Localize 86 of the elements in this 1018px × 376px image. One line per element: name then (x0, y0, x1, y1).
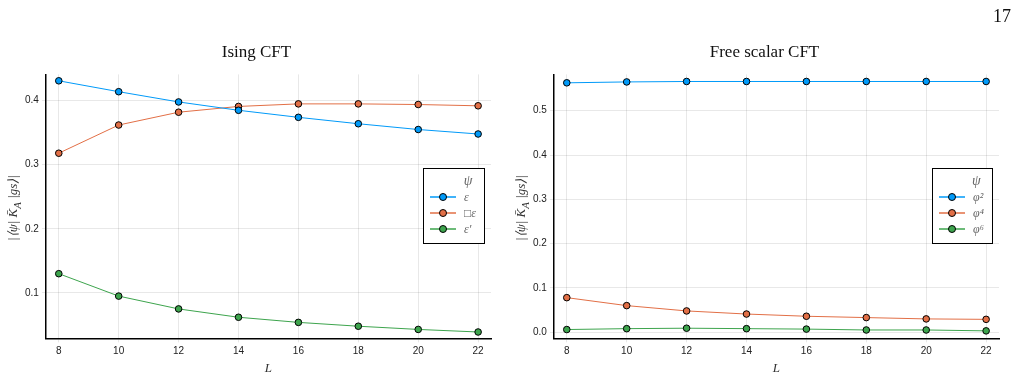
point (742, 310, 751, 318)
point (742, 77, 751, 86)
point (474, 102, 482, 110)
point (294, 113, 303, 122)
point (982, 315, 990, 324)
point (982, 77, 990, 86)
point (862, 313, 871, 322)
point (622, 324, 631, 333)
point (414, 125, 423, 134)
legend-label: φ⁴ (973, 205, 984, 221)
x-tick-label: 12 (173, 345, 185, 357)
point (862, 77, 871, 86)
point (474, 328, 482, 336)
point (54, 77, 63, 85)
y-tick-label: 0.4 (25, 94, 40, 106)
x-tick-label: 10 (621, 345, 633, 357)
x-axis-title: L (771, 359, 781, 375)
point (922, 77, 931, 86)
point (114, 87, 123, 96)
text: 17 (993, 6, 1011, 27)
x-axis-title: L (263, 359, 273, 375)
point (682, 324, 691, 333)
y-tick-label: 0.5 (533, 104, 548, 116)
point (174, 108, 183, 117)
point (234, 106, 243, 115)
legend-label: ε (464, 189, 469, 205)
point (562, 325, 571, 334)
point (802, 77, 811, 86)
x-tick-label: 20 (412, 345, 425, 357)
x-tick-label: 22 (472, 345, 485, 357)
point (622, 78, 631, 86)
point (982, 327, 990, 335)
point (54, 269, 63, 278)
legend-label: ε′ (464, 221, 472, 237)
legend-label: □ε (464, 205, 476, 221)
point (682, 307, 691, 315)
chart-title: Ising CFT (221, 41, 292, 61)
chart-title: Free scalar CFT (709, 41, 820, 61)
point (922, 315, 931, 323)
point (474, 130, 482, 138)
legend-title: ψ (462, 173, 474, 190)
point (742, 324, 751, 333)
point (562, 293, 571, 302)
point (682, 77, 691, 86)
point (114, 292, 123, 300)
point (234, 313, 243, 322)
y-tick-label: 0.0 (533, 325, 548, 337)
point (354, 322, 363, 331)
legend-title: ψ (971, 173, 982, 190)
y-tick-label: 0.1 (533, 281, 548, 293)
point (414, 325, 423, 334)
point (294, 318, 303, 327)
point (862, 326, 871, 334)
x-tick-label: 8 (564, 345, 570, 357)
point (354, 100, 363, 108)
point (114, 121, 123, 129)
x-tick-label: 18 (352, 345, 365, 357)
y-tick-label: 0.2 (533, 237, 548, 249)
x-tick-label: 22 (980, 345, 993, 357)
legend-label: φ² (973, 189, 984, 205)
point (802, 325, 811, 333)
point (54, 149, 63, 158)
x-tick-label: 10 (113, 345, 125, 357)
x-tick-label: 12 (681, 345, 693, 357)
x-tick-label: 14 (740, 345, 753, 357)
point (354, 119, 363, 128)
x-tick-label: 18 (860, 345, 873, 357)
y-tick-label: 0.1 (25, 286, 40, 298)
point (414, 100, 423, 109)
x-tick-label: 16 (800, 345, 813, 357)
point (562, 79, 571, 87)
x-tick-label: 8 (56, 345, 62, 357)
point (802, 312, 811, 321)
y-tick-label: 0.4 (533, 148, 548, 160)
x-tick-label: 20 (920, 345, 933, 357)
point (622, 301, 631, 310)
x-tick-label: 14 (232, 345, 245, 357)
y-tick-label: 0.3 (533, 193, 548, 205)
y-tick-label: 0.3 (25, 158, 40, 170)
legend-label: φ⁶ (973, 221, 984, 237)
point (294, 100, 303, 108)
point (922, 326, 931, 334)
point (174, 98, 183, 106)
point (174, 305, 183, 313)
x-tick-label: 16 (292, 345, 305, 357)
y-tick-label: 0.2 (25, 222, 40, 234)
